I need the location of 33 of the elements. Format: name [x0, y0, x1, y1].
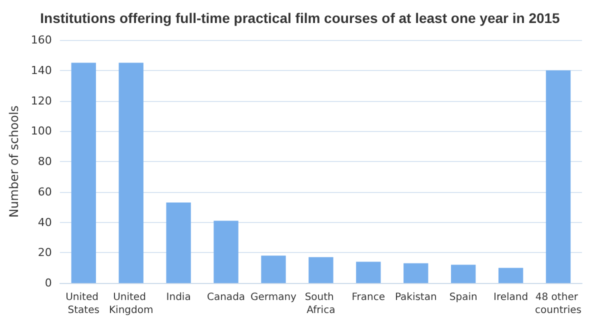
- chart-title: Institutions offering full-time practical film courses of at least one year in 2015: [40, 10, 560, 26]
- bar: [308, 257, 334, 283]
- x-tick-label: Canada: [206, 292, 246, 303]
- y-tick-label: 80: [38, 155, 52, 168]
- y-tick-label: 160: [30, 34, 52, 46]
- bar: [214, 220, 238, 283]
- y-tick-label: 140: [30, 64, 52, 77]
- bar: [546, 70, 571, 283]
- x-tick-label: 48 other countries: [535, 292, 582, 316]
- y-tick-label: 60: [38, 185, 52, 198]
- bar: [166, 202, 191, 283]
- y-tick-label: 40: [38, 216, 52, 229]
- bar: [498, 268, 524, 283]
- x-tick-label: France: [352, 292, 386, 303]
- y-tick-label: 20: [38, 246, 52, 260]
- bar: [451, 264, 476, 283]
- x-tick-label: United Kingdom: [108, 292, 154, 316]
- x-tick-label: Ireland: [494, 292, 528, 303]
- x-tick-label: South Africa: [304, 292, 338, 316]
- bar: [261, 256, 286, 283]
- y-tick-label: 0: [44, 276, 52, 290]
- x-tick-label: Germany: [250, 292, 297, 303]
- y-axis-title: Number of schools: [7, 105, 21, 218]
- x-tick-label: United States: [66, 292, 102, 316]
- bar: [71, 62, 96, 283]
- bar: [118, 62, 144, 283]
- bar: [356, 262, 381, 283]
- bar: [404, 263, 428, 283]
- y-tick-label: 120: [30, 94, 52, 108]
- x-tick-label: Spain: [449, 292, 478, 303]
- x-tick-label: India: [166, 292, 191, 303]
- x-tick-label: Pakistan: [394, 292, 437, 303]
- y-tick-label: 100: [30, 124, 52, 138]
